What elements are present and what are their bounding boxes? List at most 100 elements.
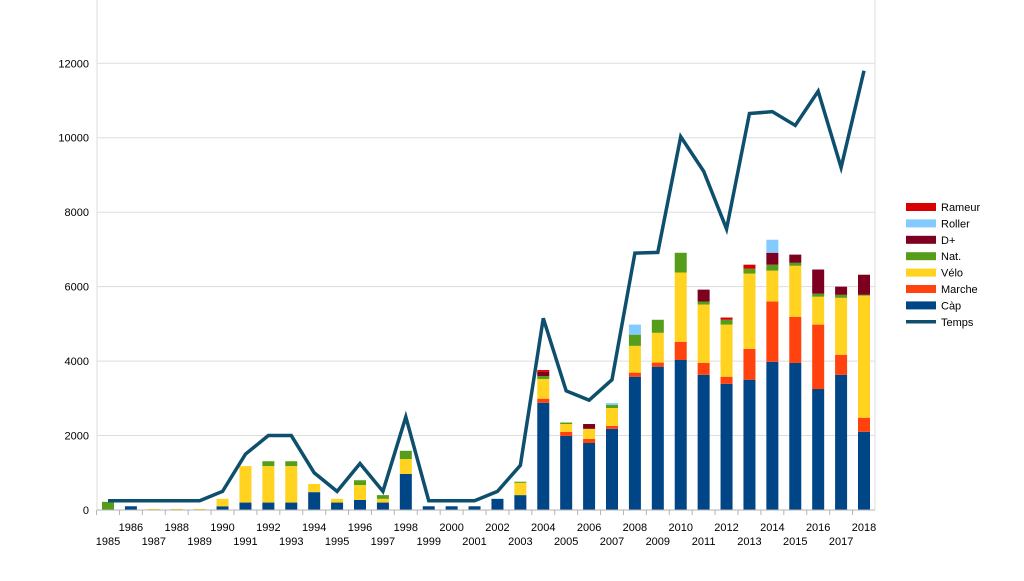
bar-Marche-2017 (835, 354, 848, 375)
bar-Vélo-2006 (583, 428, 596, 439)
bar-D+-2017 (835, 286, 848, 295)
bar-Nat.-2004 (537, 375, 550, 379)
grid (96, 0, 876, 510)
bar-D+-2015 (789, 254, 802, 263)
bar-Càp-2011 (697, 374, 710, 510)
bar-Nat.-2008 (628, 334, 641, 346)
bar-Marche-2005 (560, 431, 573, 436)
bar-D+-2016 (812, 269, 825, 294)
bar-Vélo-2011 (697, 304, 710, 363)
bar-Càp-1996 (354, 499, 366, 510)
y-tick-label: 4000 (65, 356, 89, 368)
bar-Vélo-2004 (537, 378, 550, 399)
legend-swatch (906, 301, 936, 310)
bar-Nat.-2017 (835, 294, 848, 298)
bar-Vélo-2017 (835, 297, 848, 355)
bar-Vélo-1996 (354, 485, 366, 500)
legend-swatch (906, 235, 936, 244)
bar-Nat.-1998 (399, 450, 412, 459)
legend-label: D+ (941, 235, 955, 247)
legend-swatch (906, 268, 936, 277)
bar-Càp-2018 (858, 431, 870, 510)
line-layer (108, 70, 866, 503)
bar-Càp-1999 (422, 506, 435, 510)
x-tick-label: 1986 (119, 522, 143, 534)
bar-Càp-2000 (445, 506, 458, 510)
bar-Nat.-2012 (720, 319, 733, 325)
x-tick-label: 1997 (371, 536, 395, 548)
x-tick-label: 1994 (302, 522, 326, 534)
bars (102, 239, 870, 510)
bar-Vélo-2007 (606, 408, 618, 426)
x-tick-label: 1989 (187, 536, 211, 548)
bar-D+-2004 (537, 371, 550, 376)
x-tick-label: 2007 (600, 536, 624, 548)
x-tick-label: 2006 (577, 522, 601, 534)
legend-swatch (906, 252, 936, 261)
x-tick-label: 1993 (279, 536, 303, 548)
bar-Marche-2018 (858, 417, 870, 432)
bar-Càp-2006 (583, 442, 596, 510)
bar-Marche-2012 (720, 376, 733, 384)
bar-Nat.-1992 (262, 461, 275, 467)
bar-Càp-2014 (766, 361, 779, 510)
x-tick-label: 2011 (692, 536, 716, 548)
bar-Marche-2006 (583, 438, 596, 443)
bar-Marche-2015 (789, 316, 802, 363)
bar-Càp-2007 (606, 428, 618, 510)
x-tick-label: 2014 (760, 522, 784, 534)
bar-Roller-2014 (766, 239, 779, 253)
bar-Roller-2008 (628, 324, 641, 335)
x-tick-label: 1988 (164, 522, 188, 534)
bar-Càp-1992 (262, 502, 275, 510)
bar-Vélo-2008 (628, 345, 641, 373)
x-tick-label: 2002 (485, 522, 509, 534)
bar-Nat.-2010 (674, 252, 687, 273)
legend-label: Nat. (941, 251, 961, 263)
bar-Càp-1995 (331, 502, 344, 510)
bar-Rameur-2004 (537, 370, 550, 372)
x-tick-label: 2008 (623, 522, 647, 534)
bar-Vélo-2016 (812, 296, 825, 325)
bar-Càp-2017 (835, 374, 848, 510)
x-tick-label: 1999 (416, 536, 440, 548)
bar-Vélo-1991 (239, 466, 252, 503)
x-tick-label: 2018 (852, 522, 876, 534)
bar-Nat.-2016 (812, 293, 825, 297)
legend-swatch (906, 285, 936, 293)
legend-label: Càp (941, 300, 961, 312)
bar-Vélo-1994 (308, 483, 321, 493)
bar-Nat.-2013 (743, 268, 756, 274)
bar-Càp-2013 (743, 379, 756, 510)
bar-Nat.-2003 (514, 481, 527, 483)
x-tick-label: 2005 (554, 536, 578, 548)
x-tick-label: 1985 (96, 536, 120, 548)
bar-Vélo-1992 (262, 466, 275, 503)
bar-Rameur-2012 (720, 317, 733, 320)
bar-Nat.-1996 (354, 480, 366, 486)
x-tick-label: 2012 (714, 522, 738, 534)
bar-Vélo-2015 (789, 265, 802, 317)
y-tick-label: 6000 (65, 282, 89, 294)
x-tick-label: 2013 (737, 536, 761, 548)
bar-Vélo-1995 (331, 498, 344, 503)
bar-D+-2014 (766, 252, 779, 265)
legend-label: Rameur (941, 202, 980, 214)
bar-Vélo-2003 (514, 482, 527, 496)
bar-Vélo-1998 (399, 459, 412, 474)
bar-Càp-2002 (491, 498, 504, 510)
bar-Càp-2012 (720, 383, 733, 510)
bar-Marche-2007 (606, 425, 618, 429)
bar-Càp-2015 (789, 362, 802, 510)
x-tick-label: 2003 (508, 536, 532, 548)
bar-Nat.-2011 (697, 301, 710, 305)
bar-Marche-2010 (674, 341, 687, 360)
x-tick-label: 2010 (668, 522, 692, 534)
bar-Nat.-1993 (285, 461, 298, 467)
bar-Marche-2016 (812, 324, 825, 390)
bar-D+-2018 (858, 274, 870, 295)
bar-D+-2011 (697, 289, 710, 302)
legend-swatch (906, 203, 936, 211)
bar-Càp-2016 (812, 389, 825, 510)
